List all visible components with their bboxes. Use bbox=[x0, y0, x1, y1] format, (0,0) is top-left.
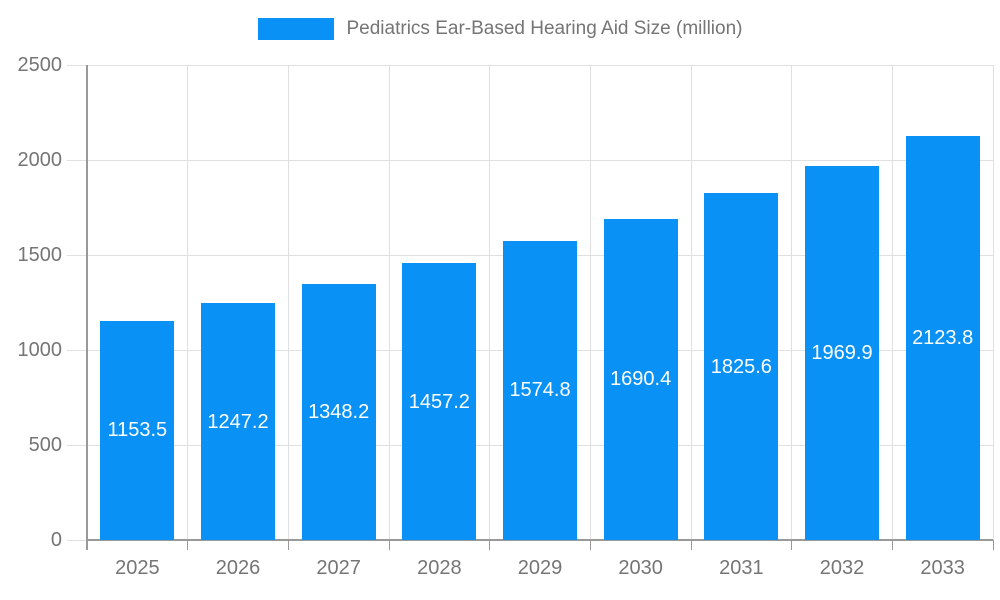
x-tick-label: 2028 bbox=[417, 557, 462, 579]
x-tick-label: 2033 bbox=[920, 557, 965, 579]
x-tick-mark bbox=[287, 540, 289, 550]
x-tick-mark bbox=[992, 540, 994, 550]
x-tick-mark bbox=[891, 540, 893, 550]
bar bbox=[402, 263, 477, 540]
x-tick-mark bbox=[589, 540, 591, 550]
bar bbox=[603, 218, 678, 540]
y-axis-line bbox=[86, 65, 88, 550]
y-tick-label: 2000 bbox=[17, 149, 63, 171]
x-tick-mark bbox=[690, 540, 692, 550]
x-tick-mark bbox=[187, 540, 189, 550]
y-tick-mark bbox=[67, 64, 87, 66]
y-tick-label: 1000 bbox=[17, 339, 63, 361]
legend-label: Pediatrics Ear-Based Hearing Aid Size (m… bbox=[346, 18, 743, 39]
h-gridline bbox=[87, 159, 993, 161]
v-gridline bbox=[589, 65, 591, 540]
bar bbox=[201, 303, 275, 540]
v-gridline bbox=[287, 65, 289, 540]
legend-swatch-icon bbox=[257, 18, 334, 40]
y-tick-mark bbox=[67, 444, 87, 446]
bar-label: 1574.8 bbox=[509, 379, 571, 402]
bar-label: 2123.8 bbox=[912, 327, 974, 350]
y-tick-label: 0 bbox=[50, 529, 62, 551]
y-tick-label: 2500 bbox=[17, 54, 63, 76]
x-tick-label: 2027 bbox=[316, 557, 361, 579]
v-gridline bbox=[187, 65, 189, 540]
x-tick-mark bbox=[489, 540, 491, 550]
y-tick-mark bbox=[67, 539, 87, 541]
x-tick-label: 2030 bbox=[618, 557, 663, 579]
legend[interactable]: Pediatrics Ear-Based Hearing Aid Size (m… bbox=[0, 18, 1000, 40]
y-tick-label: 1500 bbox=[17, 244, 63, 266]
x-tick-label: 2032 bbox=[819, 557, 865, 579]
x-tick-mark bbox=[791, 540, 793, 550]
bar-label: 1348.2 bbox=[308, 400, 370, 423]
bar bbox=[805, 165, 879, 540]
y-tick-mark bbox=[67, 159, 87, 161]
y-tick-mark bbox=[67, 349, 87, 351]
x-tick-label: 2025 bbox=[115, 557, 160, 579]
x-tick-label: 2029 bbox=[517, 557, 563, 579]
x-tick-label: 2031 bbox=[719, 557, 764, 579]
bar-label: 1247.2 bbox=[207, 410, 269, 433]
bar bbox=[503, 240, 577, 540]
h-gridline bbox=[87, 64, 993, 66]
y-tick-mark bbox=[67, 254, 87, 256]
bar bbox=[905, 136, 980, 540]
v-gridline bbox=[891, 65, 893, 540]
bar-label: 1969.9 bbox=[811, 341, 873, 364]
v-gridline bbox=[388, 65, 390, 540]
x-tick-mark bbox=[388, 540, 390, 550]
bar-label: 1153.5 bbox=[107, 419, 168, 442]
bar-label: 1457.2 bbox=[408, 390, 470, 413]
v-gridline bbox=[489, 65, 491, 540]
v-gridline bbox=[992, 65, 994, 540]
x-tick-label: 2026 bbox=[215, 557, 261, 579]
bar-label: 1690.4 bbox=[610, 368, 672, 391]
bar bbox=[100, 320, 175, 540]
bar bbox=[704, 193, 779, 540]
y-tick-label: 500 bbox=[28, 434, 62, 456]
v-gridline bbox=[791, 65, 793, 540]
bar-label: 1825.6 bbox=[710, 355, 772, 378]
bar bbox=[301, 283, 376, 540]
v-gridline bbox=[690, 65, 692, 540]
x-axis-line bbox=[87, 539, 993, 541]
